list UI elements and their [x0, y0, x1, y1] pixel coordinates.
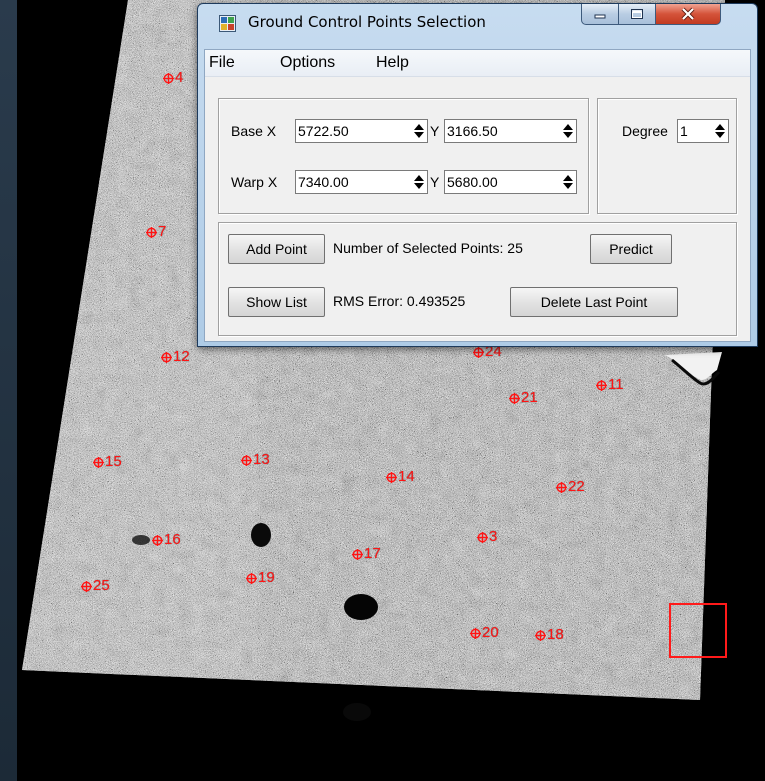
- gcp-label: 4: [175, 69, 184, 86]
- crosshair-circle-icon: [163, 72, 174, 84]
- maximize-button[interactable]: [618, 4, 656, 25]
- gcp-marker-14[interactable]: 14: [386, 469, 415, 485]
- dialog-client-area: File Options Help Base X 5722.50 Y 3166.…: [204, 49, 751, 342]
- warp-x-field[interactable]: 7340.00: [295, 170, 428, 194]
- degree-group: Degree 1: [597, 98, 737, 214]
- gcp-label: 3: [489, 528, 498, 545]
- gcp-marker-15[interactable]: 15: [93, 454, 122, 470]
- gcp-label: 21: [521, 389, 538, 406]
- minimize-button[interactable]: [581, 4, 619, 25]
- crosshair-circle-icon: [152, 534, 163, 546]
- crosshair-circle-icon: [81, 580, 92, 592]
- base-y-field[interactable]: 3166.50: [444, 119, 577, 143]
- gcp-marker-18[interactable]: 18: [535, 627, 564, 643]
- show-list-button[interactable]: Show List: [228, 287, 325, 317]
- crosshair-circle-icon: [386, 471, 397, 483]
- coordinates-group: Base X 5722.50 Y 3166.50 Warp X 7340.00: [218, 98, 589, 214]
- gcp-marker-17[interactable]: 17: [352, 546, 381, 562]
- gcp-marker-20[interactable]: 20: [470, 625, 499, 641]
- crosshair-circle-icon: [535, 629, 546, 641]
- rms-error: RMS Error: 0.493525: [333, 293, 466, 309]
- gcp-label: 22: [568, 478, 585, 495]
- degree-label: Degree: [622, 123, 668, 139]
- base-x-value: 5722.50: [298, 123, 349, 139]
- crosshair-circle-icon: [556, 481, 567, 493]
- crosshair-circle-icon: [241, 454, 252, 466]
- crosshair-circle-icon: [509, 392, 520, 404]
- gcp-marker-25[interactable]: 25: [81, 578, 110, 594]
- add-point-button[interactable]: Add Point: [228, 234, 325, 264]
- gcp-marker-4[interactable]: 4: [163, 70, 183, 86]
- spinner-arrows-icon[interactable]: [714, 123, 726, 139]
- gcp-label: 14: [398, 468, 415, 485]
- crosshair-circle-icon: [352, 548, 363, 560]
- delete-last-point-button[interactable]: Delete Last Point: [510, 287, 678, 317]
- gcp-label: 18: [547, 626, 564, 643]
- crosshair-circle-icon: [477, 531, 488, 543]
- crosshair-circle-icon: [93, 456, 104, 468]
- crosshair-circle-icon: [146, 226, 157, 238]
- gcp-label: 7: [158, 223, 167, 240]
- desktop-background: [0, 0, 17, 781]
- gcp-label: 24: [485, 343, 502, 360]
- degree-value: 1: [680, 123, 688, 139]
- warp-x-label: Warp X: [231, 174, 278, 190]
- gcp-marker-21[interactable]: 21: [509, 390, 538, 406]
- gcp-marker-24[interactable]: 24: [473, 344, 502, 360]
- window-title: Ground Control Points Selection: [248, 13, 486, 31]
- gcp-label: 19: [258, 569, 275, 586]
- base-x-label: Base X: [231, 123, 277, 139]
- degree-field[interactable]: 1: [677, 119, 729, 143]
- spinner-arrows-icon[interactable]: [413, 174, 425, 190]
- crosshair-circle-icon: [473, 346, 484, 358]
- title-bar[interactable]: Ground Control Points Selection: [198, 4, 757, 44]
- gcp-label: 16: [164, 531, 181, 548]
- actions-group: Add Point Number of Selected Points: 25 …: [218, 222, 737, 336]
- gcp-label: 17: [364, 545, 381, 562]
- gcp-marker-16[interactable]: 16: [152, 532, 181, 548]
- crosshair-circle-icon: [246, 572, 257, 584]
- gcp-label: 13: [253, 451, 270, 468]
- warp-y-label: Y: [430, 174, 440, 190]
- gcp-label: 12: [173, 348, 190, 365]
- zoom-box[interactable]: [669, 603, 727, 658]
- menu-file[interactable]: File: [209, 54, 235, 71]
- predict-button[interactable]: Predict: [590, 234, 672, 264]
- gcp-label: 25: [93, 577, 110, 594]
- base-y-label: Y: [430, 123, 440, 139]
- minimize-icon: [593, 9, 607, 19]
- base-y-value: 3166.50: [447, 123, 498, 139]
- gcp-label: 20: [482, 624, 499, 641]
- gcp-dialog[interactable]: Ground Control Points Selection File Opt…: [197, 3, 758, 347]
- warp-y-field[interactable]: 5680.00: [444, 170, 577, 194]
- gcp-marker-3[interactable]: 3: [477, 529, 497, 545]
- menu-help[interactable]: Help: [376, 54, 409, 71]
- spinner-arrows-icon[interactable]: [562, 123, 574, 139]
- maximize-icon: [630, 8, 644, 20]
- crosshair-circle-icon: [596, 379, 607, 391]
- warp-x-value: 7340.00: [298, 174, 349, 190]
- crosshair-circle-icon: [470, 627, 481, 639]
- gcp-marker-19[interactable]: 19: [246, 570, 275, 586]
- gcp-label: 11: [608, 376, 624, 393]
- spinner-arrows-icon[interactable]: [413, 123, 425, 139]
- menu-options[interactable]: Options: [280, 54, 336, 71]
- warp-y-value: 5680.00: [447, 174, 498, 190]
- gcp-label: 15: [105, 453, 122, 470]
- close-button[interactable]: [655, 4, 721, 25]
- selected-points-count: Number of Selected Points: 25: [333, 240, 523, 256]
- ground-control-app-icon: [219, 15, 236, 32]
- gcp-marker-7[interactable]: 7: [146, 224, 166, 240]
- close-icon: [680, 7, 696, 21]
- gcp-marker-11[interactable]: 11: [596, 377, 624, 393]
- gcp-marker-12[interactable]: 12: [161, 349, 190, 365]
- spinner-arrows-icon[interactable]: [562, 174, 574, 190]
- menu-bar: File Options Help: [205, 50, 750, 77]
- crosshair-circle-icon: [161, 351, 172, 363]
- gcp-marker-13[interactable]: 13: [241, 452, 270, 468]
- gcp-marker-22[interactable]: 22: [556, 479, 585, 495]
- base-x-field[interactable]: 5722.50: [295, 119, 428, 143]
